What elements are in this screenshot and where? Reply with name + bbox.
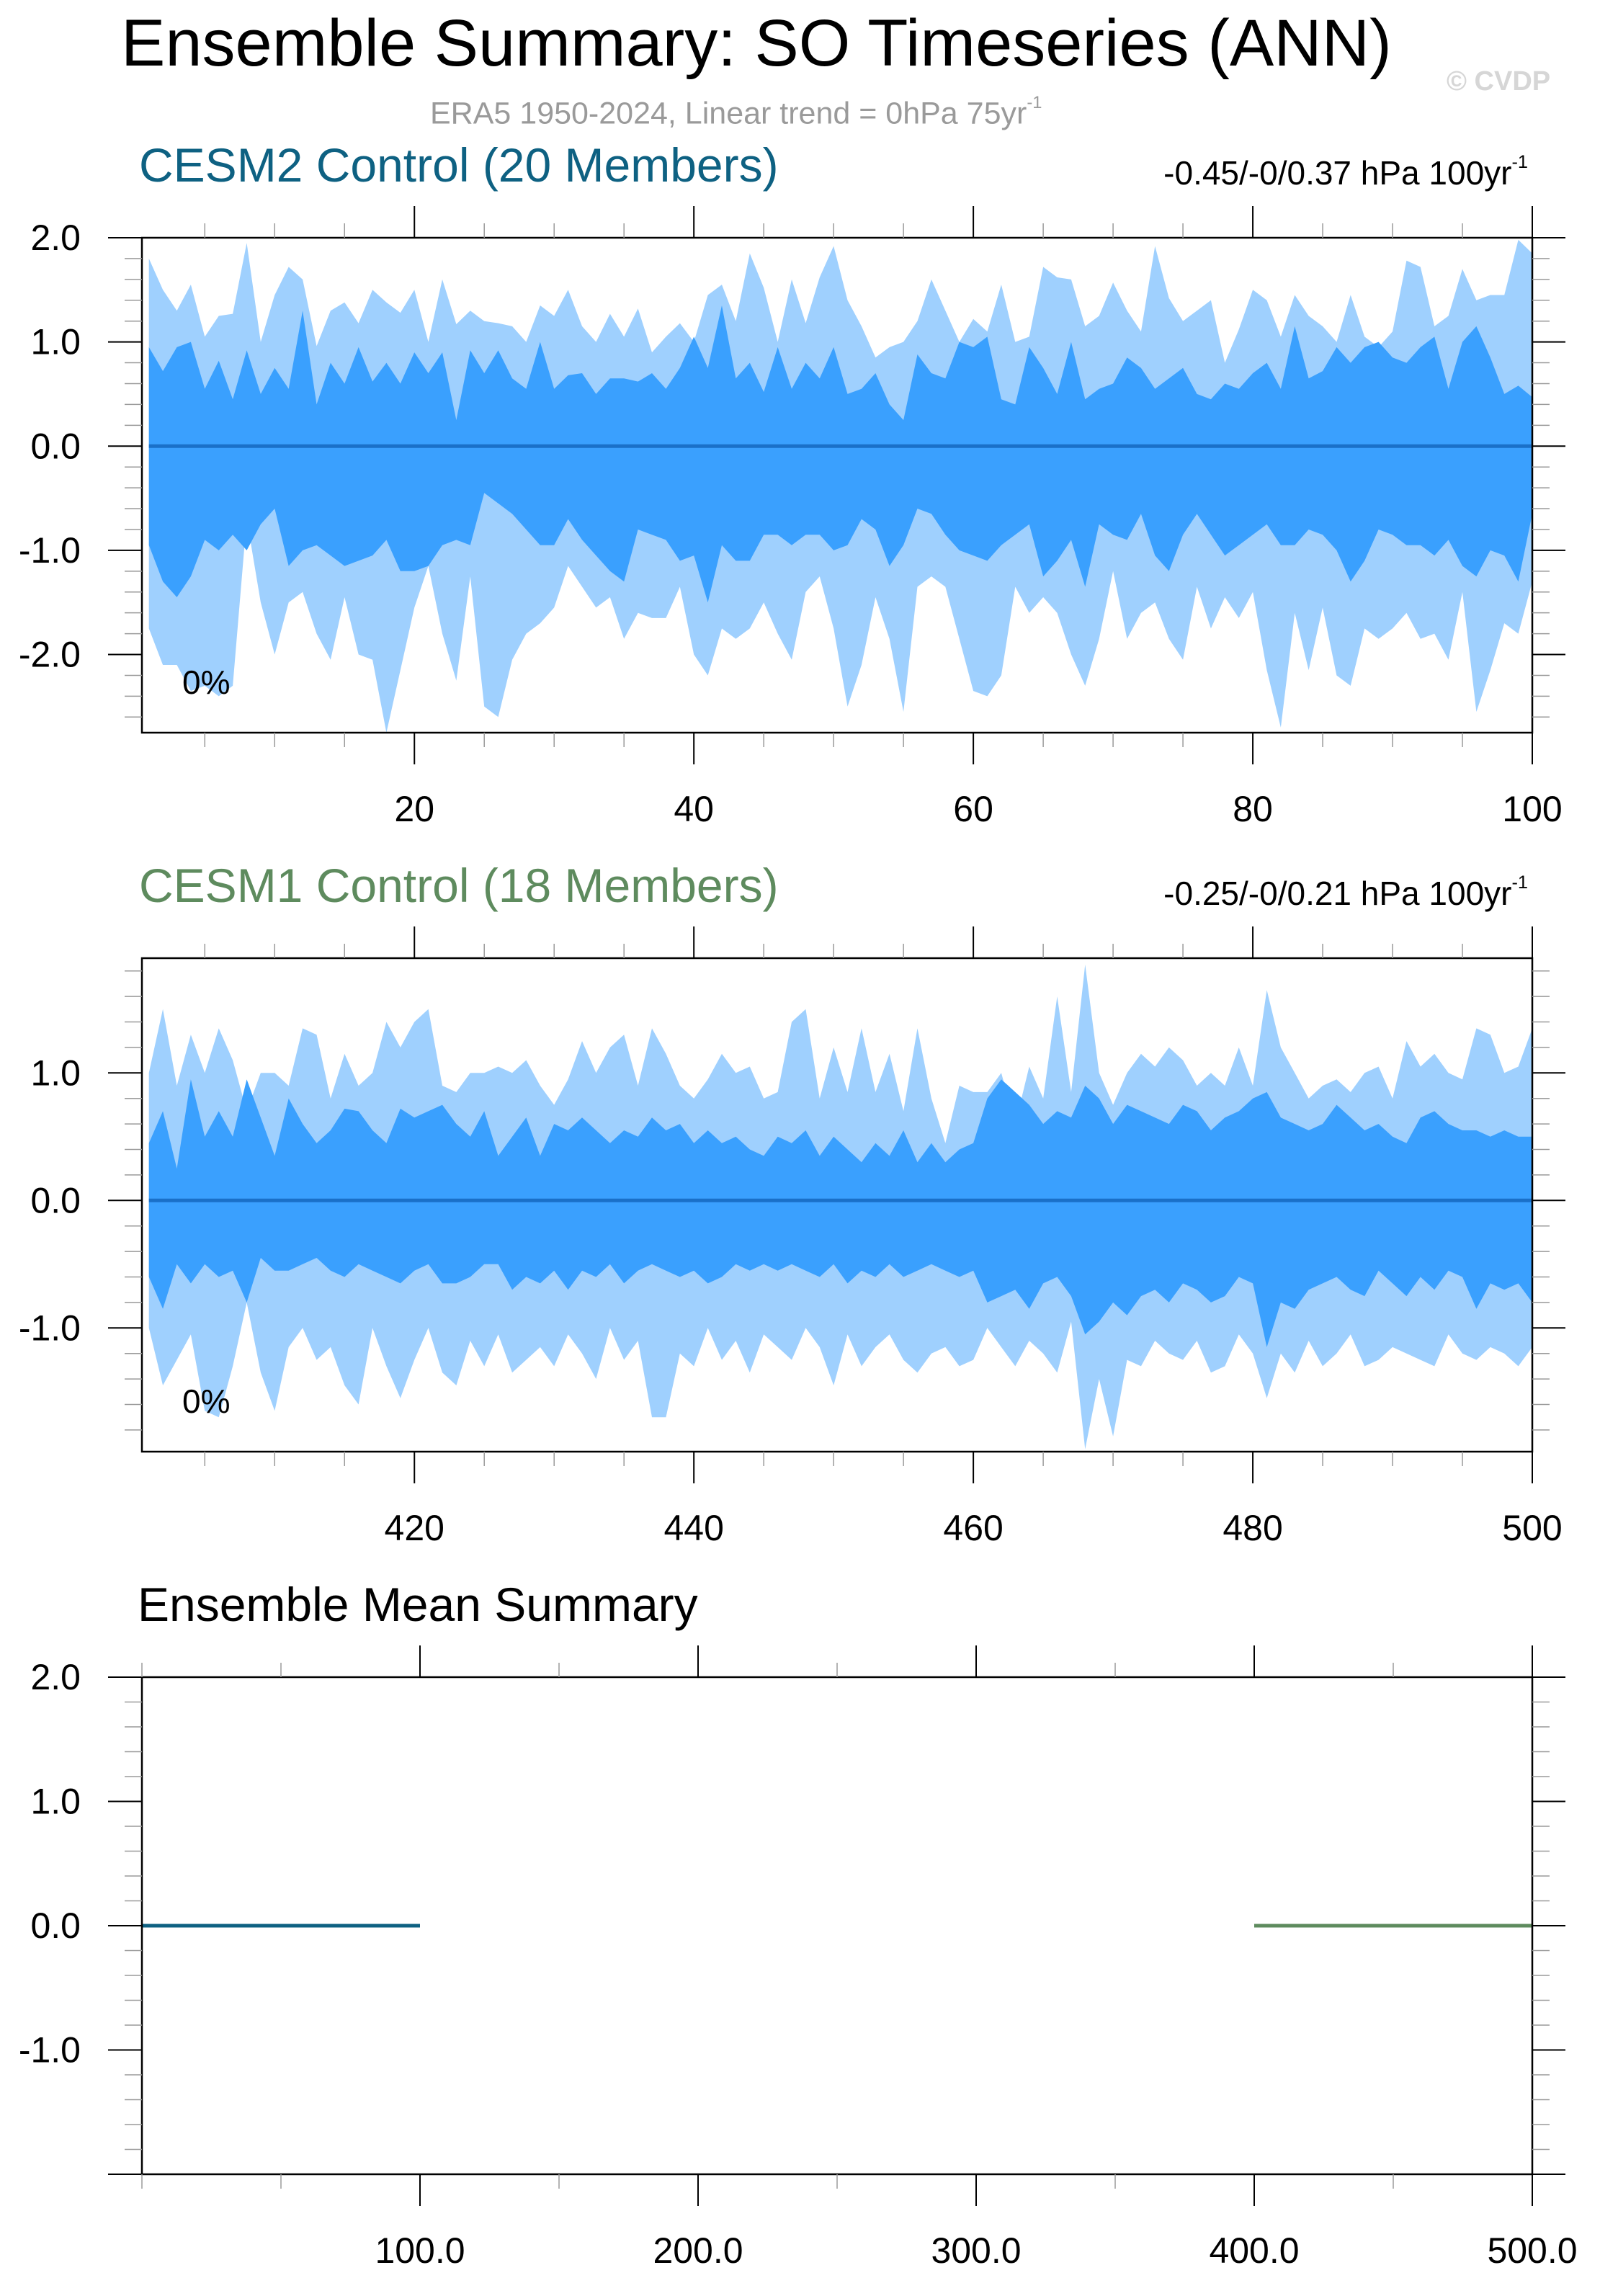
inner-band <box>148 1079 1533 1347</box>
y-tick-label: 1.0 <box>30 1782 81 1822</box>
y-tick-label: 0.0 <box>30 1180 81 1220</box>
y-tick-label: 0.0 <box>30 426 81 466</box>
panel-cesm1: 0% 1.0 0.0 -1.0 420 440 460 480 500 <box>19 926 1565 1548</box>
y-tick-label: 2.0 <box>30 1657 81 1697</box>
trend-label-cesm2: -0.45/-0/0.37 hPa 100yr-1 <box>1163 153 1528 189</box>
trend-text-cesm1: -0.25/-0/0.21 hPa 100yr <box>1163 874 1512 912</box>
x-tick-label: 460 <box>943 1508 1003 1548</box>
subtitle: ERA5 1950-2024, Linear trend = 0hPa 75yr… <box>430 94 1042 131</box>
panel-title-cesm1: CESM1 Control (18 Members) <box>139 859 779 912</box>
panel-ensemble-mean: 2.0 1.0 0.0 -1.0 100.0 200.0 300.0 400.0 500.0 <box>19 1645 1578 2271</box>
panel-title-ensemble-mean: Ensemble Mean Summary <box>138 1578 698 1631</box>
y-tick-label: -1.0 <box>19 2030 81 2071</box>
plot-frame <box>140 957 1534 1453</box>
x-tick-label: 300.0 <box>931 2230 1021 2271</box>
watermark: © CVDP <box>1447 66 1551 97</box>
panel-cesm2: 0% 2.0 1.0 0.0 -1.0 -2.0 20 40 60 80 100 <box>19 206 1565 829</box>
main-title: Ensemble Summary: SO Timeseries (ANN) <box>121 6 1392 80</box>
percent-label: 0% <box>182 1382 230 1420</box>
panel-title-cesm2: CESM2 Control (20 Members) <box>139 138 779 192</box>
subtitle-text: ERA5 1950-2024, Linear trend = 0hPa 75yr <box>430 96 1027 131</box>
y-tick-label: -1.0 <box>19 1308 81 1348</box>
x-tick-label: 100 <box>1502 789 1562 829</box>
y-tick-label: 2.0 <box>30 218 81 258</box>
y-tick-label: -1.0 <box>19 530 81 571</box>
trend-sup-cesm2: -1 <box>1511 152 1529 172</box>
trend-label-cesm1: -0.25/-0/0.21 hPa 100yr-1 <box>1163 872 1529 912</box>
y-tick-label: -2.0 <box>19 635 81 675</box>
y-tick-label: 0.0 <box>30 1906 81 1946</box>
x-tick-label: 200.0 <box>653 2230 743 2271</box>
x-tick-label: 20 <box>394 789 434 829</box>
percent-label: 0% <box>182 664 230 701</box>
x-tick-label: 440 <box>663 1508 723 1548</box>
x-tick-label: 480 <box>1223 1508 1282 1548</box>
x-tick-label: 60 <box>953 789 993 829</box>
x-tick-label: 500 <box>1502 1508 1562 1548</box>
y-tick-label: 1.0 <box>30 322 81 362</box>
y-tick-label: 1.0 <box>30 1053 81 1093</box>
x-tick-label: 100.0 <box>375 2230 465 2271</box>
subtitle-sup: -1 <box>1027 94 1042 112</box>
x-tick-label: 500.0 <box>1487 2230 1577 2271</box>
x-tick-label: 40 <box>674 789 714 829</box>
inner-band <box>148 305 1533 603</box>
trend-text-cesm2: -0.45/-0/0.37 hPa 100yr <box>1163 153 1512 192</box>
x-tick-label: 400.0 <box>1209 2230 1299 2271</box>
trend-sup-cesm1: -1 <box>1511 872 1529 893</box>
plot-frame <box>140 236 1534 734</box>
x-tick-label: 80 <box>1233 789 1273 829</box>
x-tick-label: 420 <box>385 1508 444 1548</box>
